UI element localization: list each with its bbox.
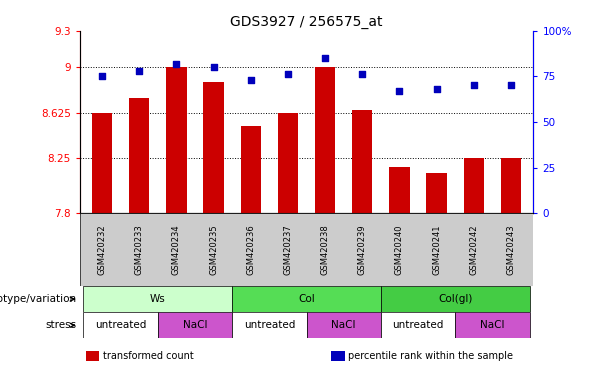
Point (97, 73, 107, 79)
Bar (381, 312, 455, 338)
Point (320, 55, 330, 61)
Point (246, 77, 256, 83)
Text: GDS3927 / 256575_at: GDS3927 / 256575_at (230, 15, 383, 29)
Bar (463, 159, 484, 213)
Text: GSM420232: GSM420232 (97, 224, 107, 275)
Text: Col(gl): Col(gl) (438, 294, 473, 304)
Point (395, 88, 405, 94)
Text: NaCl: NaCl (480, 320, 504, 330)
Text: transformed count: transformed count (103, 351, 194, 361)
Bar (315, 67, 335, 213)
Bar (381, 286, 530, 312)
Text: GSM420239: GSM420239 (358, 224, 367, 275)
Bar (92, 113, 112, 213)
Point (208, 64, 218, 70)
Bar (86, 351, 99, 361)
Bar (232, 312, 306, 338)
Text: GSM420234: GSM420234 (172, 224, 181, 275)
Text: untreated: untreated (243, 320, 295, 330)
Bar (427, 173, 447, 213)
Text: stress: stress (45, 320, 77, 330)
FancyBboxPatch shape (80, 213, 533, 286)
Point (172, 61, 181, 67)
Bar (232, 286, 381, 312)
Point (283, 71, 293, 78)
Bar (129, 98, 150, 213)
Text: GSM420240: GSM420240 (395, 224, 404, 275)
Text: GSM420235: GSM420235 (209, 224, 218, 275)
Text: untreated: untreated (392, 320, 444, 330)
Point (357, 71, 367, 78)
Bar (306, 312, 381, 338)
Bar (278, 113, 298, 213)
Bar (389, 167, 409, 213)
Text: untreated: untreated (95, 320, 147, 330)
Text: GSM420243: GSM420243 (506, 224, 516, 275)
Point (469, 83, 479, 89)
Point (134, 68, 144, 74)
Bar (331, 351, 345, 361)
Text: GSM420237: GSM420237 (283, 224, 292, 275)
Text: GSM420233: GSM420233 (135, 224, 143, 275)
Bar (166, 67, 186, 213)
Bar (352, 110, 373, 213)
Bar (158, 312, 232, 338)
Text: GSM420236: GSM420236 (246, 224, 255, 275)
Bar (501, 159, 521, 213)
Bar (83, 286, 232, 312)
Bar (455, 312, 530, 338)
Text: genotype/variation: genotype/variation (0, 294, 77, 304)
Text: Ws: Ws (150, 294, 166, 304)
Text: Col: Col (298, 294, 315, 304)
Point (432, 86, 441, 92)
Text: GSM420241: GSM420241 (432, 224, 441, 275)
Text: NaCl: NaCl (183, 320, 207, 330)
Text: GSM420238: GSM420238 (321, 224, 330, 275)
Point (506, 83, 516, 89)
Bar (83, 312, 158, 338)
Text: percentile rank within the sample: percentile rank within the sample (348, 351, 513, 361)
Bar (240, 126, 261, 213)
Text: GSM420242: GSM420242 (470, 224, 478, 275)
Text: NaCl: NaCl (332, 320, 356, 330)
Bar (204, 83, 224, 213)
